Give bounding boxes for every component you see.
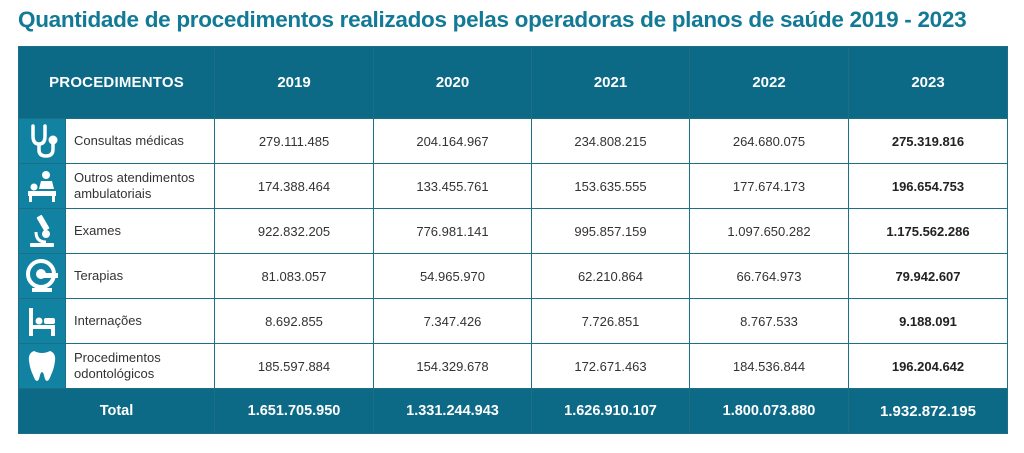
value-cell: 264.680.075 <box>689 118 849 164</box>
scanner-icon <box>19 257 65 295</box>
table-row: Terapias 81.083.057 54.965.970 62.210.86… <box>18 253 1008 299</box>
total-value: 1.331.244.943 <box>373 388 532 434</box>
value-cell: 776.981.141 <box>373 208 532 254</box>
value-cell: 1.097.650.282 <box>689 208 849 254</box>
total-value: 1.651.705.950 <box>214 388 374 434</box>
row-label: Consultas médicas <box>65 118 215 164</box>
header-year: 2023 <box>848 46 1008 119</box>
value-cell: 174.388.464 <box>214 163 374 209</box>
table-row: Procedimentos odontológicos 185.597.884 … <box>18 343 1008 389</box>
value-cell: 66.764.973 <box>689 253 849 299</box>
value-cell: 7.726.851 <box>531 298 690 344</box>
value-cell: 184.536.844 <box>689 343 849 389</box>
header-year: 2019 <box>214 46 374 119</box>
row-icon-cell <box>18 208 66 254</box>
row-label: Outros atendimentos ambulatoriais <box>65 163 215 209</box>
value-cell: 234.808.215 <box>531 118 690 164</box>
value-cell: 62.210.864 <box>531 253 690 299</box>
row-icon-cell <box>18 298 66 344</box>
value-cell: 995.857.159 <box>531 208 690 254</box>
row-icon-cell <box>18 343 66 389</box>
value-cell: 8.767.533 <box>689 298 849 344</box>
total-label: Total <box>18 388 215 434</box>
header-year: 2022 <box>689 46 849 119</box>
total-row: Total 1.651.705.950 1.331.244.943 1.626.… <box>18 388 1008 434</box>
table-row: Consultas médicas 279.111.485 204.164.96… <box>18 118 1008 164</box>
header-year: 2020 <box>373 46 532 119</box>
hospital-bed-icon <box>19 302 65 340</box>
header-row: PROCEDIMENTOS 2019 2020 2021 2022 2023 <box>18 46 1008 119</box>
value-cell: 133.455.761 <box>373 163 532 209</box>
row-label: Exames <box>65 208 215 254</box>
value-cell-2023: 9.188.091 <box>848 298 1008 344</box>
value-cell: 153.635.555 <box>531 163 690 209</box>
total-value: 1.800.073.880 <box>689 388 849 434</box>
table-row: Exames 922.832.205 776.981.141 995.857.1… <box>18 208 1008 254</box>
procedures-table: PROCEDIMENTOS 2019 2020 2021 2022 2023 C… <box>18 46 1008 434</box>
value-cell: 81.083.057 <box>214 253 374 299</box>
patient-care-icon <box>19 167 65 205</box>
value-cell: 154.329.678 <box>373 343 532 389</box>
total-value: 1.626.910.107 <box>531 388 690 434</box>
row-icon-cell <box>18 118 66 164</box>
value-cell: 279.111.485 <box>214 118 374 164</box>
header-procedures: PROCEDIMENTOS <box>18 46 215 119</box>
row-label: Internações <box>65 298 215 344</box>
value-cell: 54.965.970 <box>373 253 532 299</box>
value-cell: 172.671.463 <box>531 343 690 389</box>
page-title: Quantidade de procedimentos realizados p… <box>18 7 967 32</box>
row-icon-cell <box>18 163 66 209</box>
total-value-2023: 1.932.872.195 <box>848 388 1008 434</box>
value-cell-2023: 1.175.562.286 <box>848 208 1008 254</box>
row-label: Terapias <box>65 253 215 299</box>
value-cell: 7.347.426 <box>373 298 532 344</box>
header-year: 2021 <box>531 46 690 119</box>
table-row: Internações 8.692.855 7.347.426 7.726.85… <box>18 298 1008 344</box>
value-cell: 204.164.967 <box>373 118 532 164</box>
value-cell: 922.832.205 <box>214 208 374 254</box>
table-row: Outros atendimentos ambulatoriais 174.38… <box>18 163 1008 209</box>
value-cell: 185.597.884 <box>214 343 374 389</box>
row-icon-cell <box>18 253 66 299</box>
value-cell-2023: 196.654.753 <box>848 163 1008 209</box>
tooth-icon <box>19 347 65 385</box>
value-cell-2023: 79.942.607 <box>848 253 1008 299</box>
value-cell-2023: 275.319.816 <box>848 118 1008 164</box>
microscope-icon <box>19 212 65 250</box>
value-cell: 8.692.855 <box>214 298 374 344</box>
stethoscope-icon <box>19 122 65 160</box>
value-cell: 177.674.173 <box>689 163 849 209</box>
row-label: Procedimentos odontológicos <box>65 343 215 389</box>
value-cell-2023: 196.204.642 <box>848 343 1008 389</box>
